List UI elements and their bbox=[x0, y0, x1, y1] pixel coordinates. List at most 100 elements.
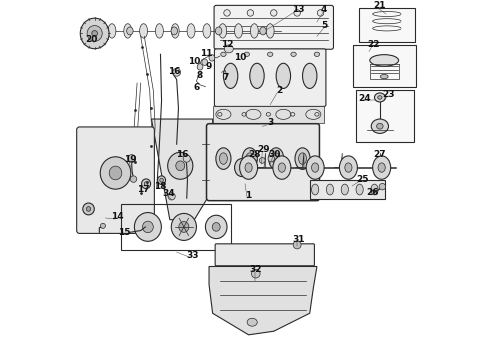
Ellipse shape bbox=[378, 163, 385, 172]
Ellipse shape bbox=[247, 318, 257, 326]
Text: 6: 6 bbox=[194, 83, 199, 92]
Ellipse shape bbox=[224, 10, 230, 16]
Ellipse shape bbox=[314, 52, 319, 57]
Ellipse shape bbox=[246, 153, 254, 165]
Ellipse shape bbox=[124, 24, 132, 38]
Text: 20: 20 bbox=[85, 35, 97, 44]
Text: 2: 2 bbox=[276, 86, 282, 95]
Bar bbox=[357, 90, 414, 143]
Text: 25: 25 bbox=[357, 175, 369, 184]
Bar bbox=[213, 107, 324, 123]
Ellipse shape bbox=[155, 24, 163, 38]
Ellipse shape bbox=[235, 24, 243, 38]
Ellipse shape bbox=[158, 176, 166, 184]
Text: 28: 28 bbox=[248, 150, 261, 159]
Ellipse shape bbox=[108, 24, 116, 38]
Ellipse shape bbox=[268, 156, 274, 162]
Polygon shape bbox=[209, 266, 317, 335]
Ellipse shape bbox=[249, 155, 257, 163]
Text: 15: 15 bbox=[118, 228, 131, 237]
Ellipse shape bbox=[130, 176, 137, 182]
FancyBboxPatch shape bbox=[206, 124, 319, 201]
Ellipse shape bbox=[260, 27, 266, 35]
Ellipse shape bbox=[176, 161, 185, 171]
Ellipse shape bbox=[250, 24, 258, 38]
Ellipse shape bbox=[160, 178, 163, 182]
Ellipse shape bbox=[168, 193, 175, 200]
Ellipse shape bbox=[374, 93, 385, 102]
Ellipse shape bbox=[168, 152, 193, 179]
Ellipse shape bbox=[242, 148, 257, 170]
Ellipse shape bbox=[172, 213, 196, 240]
Ellipse shape bbox=[295, 148, 310, 170]
Ellipse shape bbox=[377, 123, 383, 129]
Ellipse shape bbox=[80, 18, 109, 49]
Text: 7: 7 bbox=[222, 73, 228, 82]
Text: 14: 14 bbox=[111, 212, 123, 221]
Ellipse shape bbox=[171, 27, 177, 35]
Text: 33: 33 bbox=[187, 251, 199, 260]
FancyBboxPatch shape bbox=[215, 49, 326, 107]
Text: 13: 13 bbox=[292, 5, 304, 14]
Text: 30: 30 bbox=[269, 150, 281, 159]
Text: 32: 32 bbox=[249, 265, 262, 274]
Ellipse shape bbox=[100, 223, 105, 228]
Ellipse shape bbox=[220, 52, 226, 57]
Text: 29: 29 bbox=[258, 145, 270, 154]
Ellipse shape bbox=[209, 55, 215, 61]
Bar bbox=[121, 203, 231, 250]
Ellipse shape bbox=[219, 24, 227, 38]
Ellipse shape bbox=[269, 148, 284, 170]
Ellipse shape bbox=[380, 75, 388, 79]
Text: 23: 23 bbox=[383, 90, 395, 99]
Ellipse shape bbox=[370, 55, 398, 66]
Ellipse shape bbox=[109, 166, 122, 180]
Ellipse shape bbox=[224, 45, 233, 53]
Ellipse shape bbox=[378, 96, 382, 99]
Ellipse shape bbox=[251, 269, 260, 278]
Ellipse shape bbox=[127, 27, 133, 35]
Ellipse shape bbox=[270, 10, 277, 16]
Text: 4: 4 bbox=[321, 5, 327, 14]
Ellipse shape bbox=[140, 24, 147, 38]
Text: 16: 16 bbox=[168, 67, 180, 76]
Text: 34: 34 bbox=[163, 189, 175, 198]
Ellipse shape bbox=[197, 64, 203, 70]
Text: 21: 21 bbox=[373, 1, 386, 10]
Ellipse shape bbox=[240, 156, 258, 179]
Text: 19: 19 bbox=[123, 155, 136, 164]
Text: 27: 27 bbox=[373, 150, 386, 159]
Ellipse shape bbox=[203, 24, 211, 38]
Ellipse shape bbox=[312, 163, 318, 172]
Ellipse shape bbox=[128, 155, 136, 163]
Text: 1: 1 bbox=[245, 191, 252, 200]
Text: 8: 8 bbox=[196, 71, 203, 80]
Ellipse shape bbox=[245, 163, 252, 172]
Ellipse shape bbox=[278, 163, 286, 172]
Ellipse shape bbox=[306, 156, 324, 179]
Ellipse shape bbox=[298, 153, 307, 165]
Ellipse shape bbox=[356, 184, 363, 195]
Ellipse shape bbox=[202, 59, 208, 66]
Text: 9: 9 bbox=[205, 62, 212, 71]
Ellipse shape bbox=[87, 26, 102, 41]
Ellipse shape bbox=[341, 184, 348, 195]
Ellipse shape bbox=[373, 156, 391, 179]
Text: 31: 31 bbox=[292, 235, 304, 244]
Ellipse shape bbox=[172, 68, 181, 76]
Ellipse shape bbox=[187, 24, 195, 38]
Ellipse shape bbox=[86, 207, 91, 211]
Ellipse shape bbox=[294, 10, 300, 16]
Ellipse shape bbox=[244, 52, 249, 57]
Ellipse shape bbox=[371, 119, 389, 134]
Ellipse shape bbox=[291, 52, 296, 57]
Ellipse shape bbox=[216, 148, 231, 170]
Ellipse shape bbox=[212, 222, 220, 231]
Ellipse shape bbox=[340, 156, 357, 179]
Ellipse shape bbox=[134, 212, 161, 241]
Ellipse shape bbox=[83, 203, 94, 215]
Text: 16: 16 bbox=[176, 150, 188, 159]
Ellipse shape bbox=[272, 153, 280, 165]
Text: 3: 3 bbox=[267, 118, 273, 127]
Bar bbox=[310, 180, 385, 199]
